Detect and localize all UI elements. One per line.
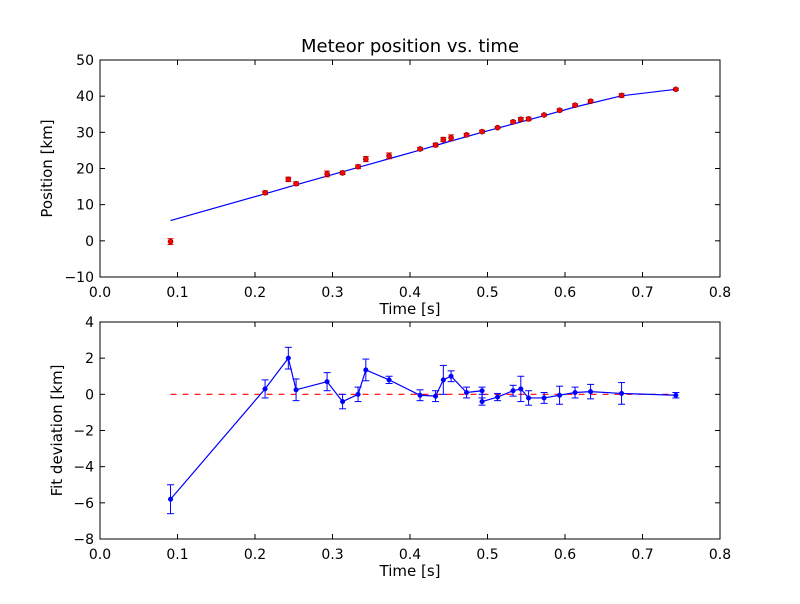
deviation-plot-xtick-label: 0.3 <box>321 547 343 563</box>
position-point <box>587 98 594 105</box>
position-point <box>417 146 423 152</box>
deviation-plot-ytick-label: 0 <box>85 387 94 403</box>
deviation-point <box>479 388 485 394</box>
deviation-plot-ytick-label: 4 <box>85 315 94 331</box>
deviation-point <box>464 389 470 396</box>
deviation-point <box>340 399 346 405</box>
position-point <box>479 128 485 135</box>
deviation-point <box>285 355 291 361</box>
deviation-plot-ytick-label: −8 <box>73 532 94 548</box>
position-plot-ticks: 0.0 0.1 0.2 0.3 0.4 0.5 0.6 0.7 0.8 −10 0 10 20 30 40 5… <box>64 53 731 301</box>
deviation-point <box>557 392 563 398</box>
position-plot-xtick-label: 0.6 <box>554 285 576 301</box>
deviation-plot-xtick-label: 0.5 <box>476 547 498 563</box>
position-plot-xtick-label: 0.4 <box>399 285 421 301</box>
deviation-point <box>324 379 330 385</box>
position-point <box>339 170 346 176</box>
position-point <box>355 163 361 170</box>
deviation-point <box>526 395 532 401</box>
position-plot-data <box>167 86 679 245</box>
position-plot-ytick-label: 0 <box>85 234 94 250</box>
deviation-plot-xtick-label: 0.2 <box>244 547 266 563</box>
deviation-plot-xtick-label: 0.0 <box>89 547 111 563</box>
position-point <box>673 86 679 93</box>
deviation-point <box>363 367 369 373</box>
position-plot-xlabel: Time [s] <box>379 300 441 318</box>
position-plot-ytick-label: 20 <box>76 162 94 178</box>
position-plot-frame <box>99 59 721 278</box>
deviation-plot: Time [s] Fit deviation [km] 0.0 0.1 0.2 0.3… <box>48 315 731 580</box>
position-plot-ytick-label: 30 <box>76 125 94 141</box>
position-plot: Meteor position vs. time Time [s] Positi… <box>38 36 731 318</box>
deviation-point <box>510 388 516 394</box>
deviation-plot-xtick-label: 0.1 <box>166 547 188 563</box>
deviation-plot-ytick-label: −4 <box>73 460 94 476</box>
deviation-point <box>167 496 174 502</box>
position-plot-xtick-label: 0.5 <box>476 285 498 301</box>
position-point <box>432 142 439 148</box>
deviation-point <box>433 393 439 399</box>
position-plot-xtick-label: 0.0 <box>89 285 111 301</box>
deviation-plot-ytick-label: −6 <box>73 496 94 512</box>
position-point <box>510 119 516 125</box>
deviation-point <box>572 389 578 396</box>
position-plot-ytick-label: 10 <box>76 198 94 214</box>
deviation-point <box>386 377 392 383</box>
deviation-line <box>170 356 676 500</box>
position-point <box>525 116 532 122</box>
deviation-point <box>355 391 361 397</box>
deviation-point <box>293 387 299 393</box>
deviation-plot-xtick-label: 0.6 <box>554 547 576 563</box>
position-point <box>448 134 454 141</box>
position-point <box>518 116 524 123</box>
deviation-point <box>479 399 485 405</box>
deviation-point <box>495 394 501 400</box>
deviation-point <box>541 395 547 401</box>
position-point <box>463 132 470 138</box>
deviation-plot-xlabel: Time [s] <box>379 562 441 580</box>
position-plot-title: Meteor position vs. time <box>301 36 519 57</box>
position-plot-ylabel: Position [km] <box>38 119 56 217</box>
position-plot-ytick-label: −10 <box>64 270 94 286</box>
position-plot-xtick-label: 0.8 <box>709 285 731 301</box>
deviation-point <box>518 386 524 392</box>
deviation-point <box>619 390 625 396</box>
position-point <box>541 112 547 118</box>
deviation-plot-xtick-label: 0.8 <box>709 547 731 563</box>
position-point <box>324 171 330 177</box>
deviation-point <box>673 392 679 398</box>
position-plot-xtick-label: 0.7 <box>631 285 653 301</box>
deviation-point <box>448 373 454 379</box>
position-point <box>440 136 447 143</box>
position-point <box>285 176 292 183</box>
position-point <box>293 180 299 187</box>
position-point <box>262 189 268 196</box>
deviation-plot-xtick-label: 0.7 <box>631 547 653 563</box>
position-plot-xtick-label: 0.1 <box>166 285 188 301</box>
position-point <box>556 107 563 114</box>
deviation-plot-ytick-label: −2 <box>73 424 94 440</box>
deviation-plot-data <box>167 346 680 515</box>
deviation-point <box>417 392 423 398</box>
position-plot-xtick-label: 0.2 <box>244 285 266 301</box>
deviation-point <box>588 389 594 395</box>
position-point <box>494 124 501 131</box>
position-point <box>167 238 174 245</box>
position-plot-ytick-label: 40 <box>76 89 94 105</box>
deviation-point <box>440 377 446 383</box>
deviation-plot-ytick-label: 2 <box>85 351 94 367</box>
deviation-plot-ylabel: Fit deviation [km] <box>48 365 66 497</box>
deviation-plot-ticks: 0.0 0.1 0.2 0.3 0.4 0.5 0.6 0.7 0.8 −8 −6 −4 −2 0 2 4 <box>73 315 731 563</box>
deviation-point <box>262 386 268 392</box>
position-point <box>363 156 369 162</box>
position-point <box>618 92 625 99</box>
deviation-plot-xtick-label: 0.4 <box>399 547 421 563</box>
position-plot-ytick-label: 50 <box>76 53 94 69</box>
position-point <box>386 153 392 159</box>
deviation-plot-frame <box>99 321 721 540</box>
position-plot-xtick-label: 0.3 <box>321 285 343 301</box>
position-point <box>572 102 578 109</box>
